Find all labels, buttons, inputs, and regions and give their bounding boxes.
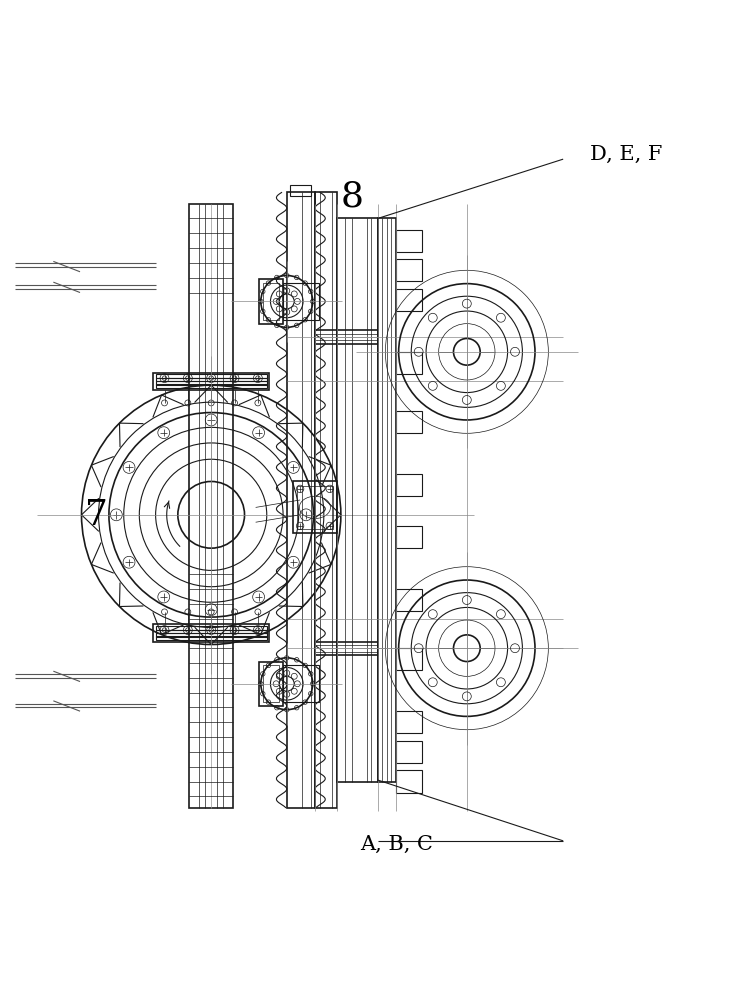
Bar xyxy=(156,633,267,637)
Bar xyxy=(396,352,422,374)
Bar xyxy=(263,665,279,702)
Bar xyxy=(156,630,267,633)
Bar xyxy=(378,218,396,782)
Bar xyxy=(283,665,319,702)
Bar xyxy=(315,330,378,344)
Bar xyxy=(315,642,378,655)
Bar xyxy=(189,204,233,808)
Bar xyxy=(153,373,269,390)
Bar xyxy=(156,381,267,385)
Bar xyxy=(396,526,422,548)
Bar xyxy=(396,648,422,670)
Text: 7: 7 xyxy=(85,498,107,532)
Bar xyxy=(396,259,422,281)
Text: D, E, F: D, E, F xyxy=(590,144,662,163)
Bar xyxy=(337,218,378,782)
Bar xyxy=(156,374,267,378)
Bar xyxy=(156,384,267,388)
Bar xyxy=(396,411,422,433)
Bar xyxy=(396,770,422,793)
Bar xyxy=(156,636,267,640)
Bar xyxy=(259,279,283,324)
Bar xyxy=(263,283,279,320)
Bar xyxy=(153,624,269,642)
Bar xyxy=(283,283,319,320)
Text: A, B, C: A, B, C xyxy=(360,835,433,854)
Bar xyxy=(259,662,283,706)
Text: 8: 8 xyxy=(340,179,364,213)
Bar xyxy=(396,230,422,252)
Bar xyxy=(315,192,337,808)
Bar xyxy=(396,741,422,763)
Bar xyxy=(156,378,267,381)
Bar xyxy=(396,711,422,733)
Bar xyxy=(290,185,311,196)
Bar xyxy=(396,474,422,496)
Bar xyxy=(396,589,422,611)
Bar xyxy=(287,192,315,808)
Bar xyxy=(396,289,422,311)
Bar xyxy=(297,486,333,529)
Bar xyxy=(293,481,337,533)
Bar xyxy=(156,626,267,630)
